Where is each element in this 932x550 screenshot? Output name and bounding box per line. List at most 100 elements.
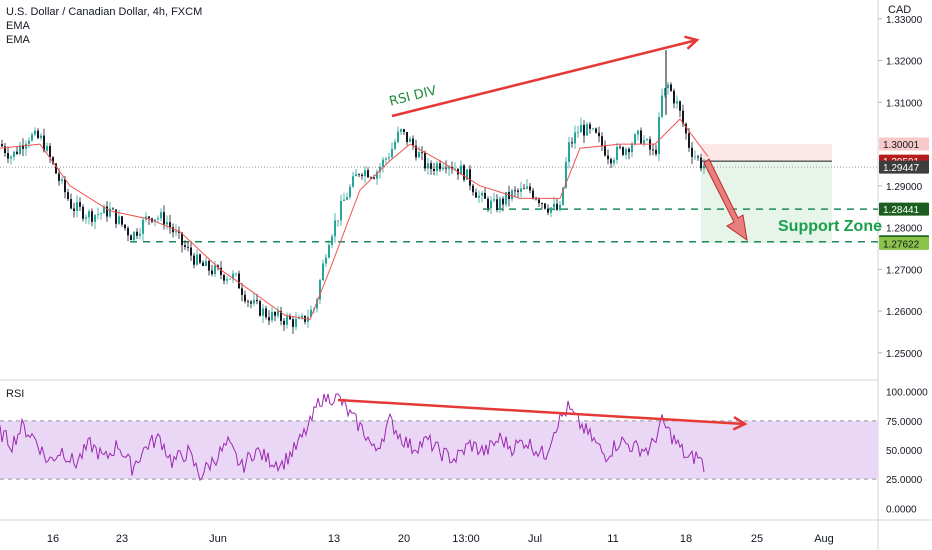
candle-body [244, 294, 246, 302]
candle-body [334, 220, 336, 237]
candle-body [625, 148, 627, 155]
candle-body [328, 244, 330, 258]
symbol-title[interactable]: U.S. Dollar / Canadian Dollar, 4h, FXCM [6, 6, 203, 18]
price-tick-label: 1.27000 [886, 265, 923, 276]
candle-body [475, 192, 477, 198]
candle-body [118, 216, 120, 224]
candle-body [22, 145, 24, 149]
candle-body [202, 262, 204, 267]
candle-body [634, 134, 636, 145]
trade-zones [0, 144, 878, 244]
candle-body [319, 280, 321, 300]
candle-body [76, 202, 78, 211]
candle-body [343, 199, 345, 201]
candle-body [481, 192, 483, 196]
candle-body [688, 133, 690, 148]
candle-body [574, 132, 576, 144]
candle-body [157, 218, 159, 220]
candle-body [457, 168, 459, 175]
candle-body [652, 149, 654, 151]
candle-body [226, 279, 228, 281]
candle-body [613, 159, 615, 164]
candle-body [370, 177, 372, 179]
candle-body [484, 192, 486, 199]
candle-body [556, 203, 558, 210]
candlestick-series [1, 50, 705, 334]
candle-body [346, 197, 348, 200]
candle-body [52, 157, 54, 164]
candle-body [379, 166, 381, 172]
candle-body [571, 142, 573, 144]
candle-body [325, 257, 327, 264]
candle-body [316, 299, 318, 309]
candle-body [520, 188, 522, 192]
candle-body [445, 167, 447, 169]
candle-body [694, 156, 696, 158]
candle-body [604, 145, 606, 156]
candle-body [664, 88, 666, 96]
candle-body [541, 203, 543, 205]
candle-body [586, 124, 588, 136]
candle-body [1, 144, 3, 147]
candle-body [136, 231, 138, 236]
candle-body [514, 190, 516, 192]
candle-body [88, 211, 90, 218]
candle-body [349, 186, 351, 198]
rsi-pane-label[interactable]: RSI [6, 388, 25, 400]
candle-body [142, 219, 144, 234]
candle-body [220, 267, 222, 276]
time-tick-label: 13 [328, 533, 340, 545]
candle-body [703, 165, 705, 169]
candle-body [259, 301, 261, 316]
candle-body [106, 206, 108, 217]
candle-body [16, 151, 18, 154]
candle-body [40, 135, 42, 139]
candle-body [685, 123, 687, 134]
candle-body [4, 146, 6, 154]
candle-body [235, 273, 237, 275]
candle-body [181, 232, 183, 246]
candle-body [430, 163, 432, 169]
candle-body [148, 216, 150, 219]
candle-body [385, 158, 387, 160]
candle-body [538, 199, 540, 204]
ema-legend-2[interactable]: EMA [6, 34, 30, 46]
ema-legend-1[interactable]: EMA [6, 20, 30, 32]
candle-body [25, 143, 27, 149]
candle-body [172, 227, 174, 233]
candle-body [199, 254, 201, 263]
candle-body [292, 319, 294, 327]
candle-body [124, 224, 126, 229]
candle-body [46, 146, 48, 151]
candle-body [127, 228, 129, 236]
candle-body [667, 84, 669, 89]
support-zone-label: Support Zone [778, 218, 882, 235]
candle-body [43, 135, 45, 151]
candle-body [37, 130, 39, 139]
candle-body [412, 138, 414, 146]
candle-body [391, 148, 393, 158]
candle-body [643, 140, 645, 144]
candle-body [289, 316, 291, 320]
candle-body [262, 308, 264, 316]
candle-body [268, 317, 270, 321]
candle-body [250, 301, 252, 304]
candle-body [139, 233, 141, 236]
candle-body [163, 212, 165, 225]
candle-body [208, 260, 210, 271]
candle-body [49, 146, 51, 158]
time-tick-label: Jul [528, 533, 542, 545]
candle-body [469, 169, 471, 186]
candle-body [121, 216, 123, 225]
time-tick-label: 18 [680, 533, 692, 545]
candle-body [133, 231, 135, 241]
candle-body [460, 165, 462, 175]
price-tick-label: 1.26000 [886, 307, 923, 318]
price-tag-label: 1.30001 [883, 140, 920, 151]
candle-body [589, 124, 591, 129]
candle-body [31, 134, 33, 141]
price-tag-label: 1.29447 [883, 163, 920, 174]
time-tick-label: 13:00 [452, 533, 480, 545]
candle-body [442, 167, 444, 170]
